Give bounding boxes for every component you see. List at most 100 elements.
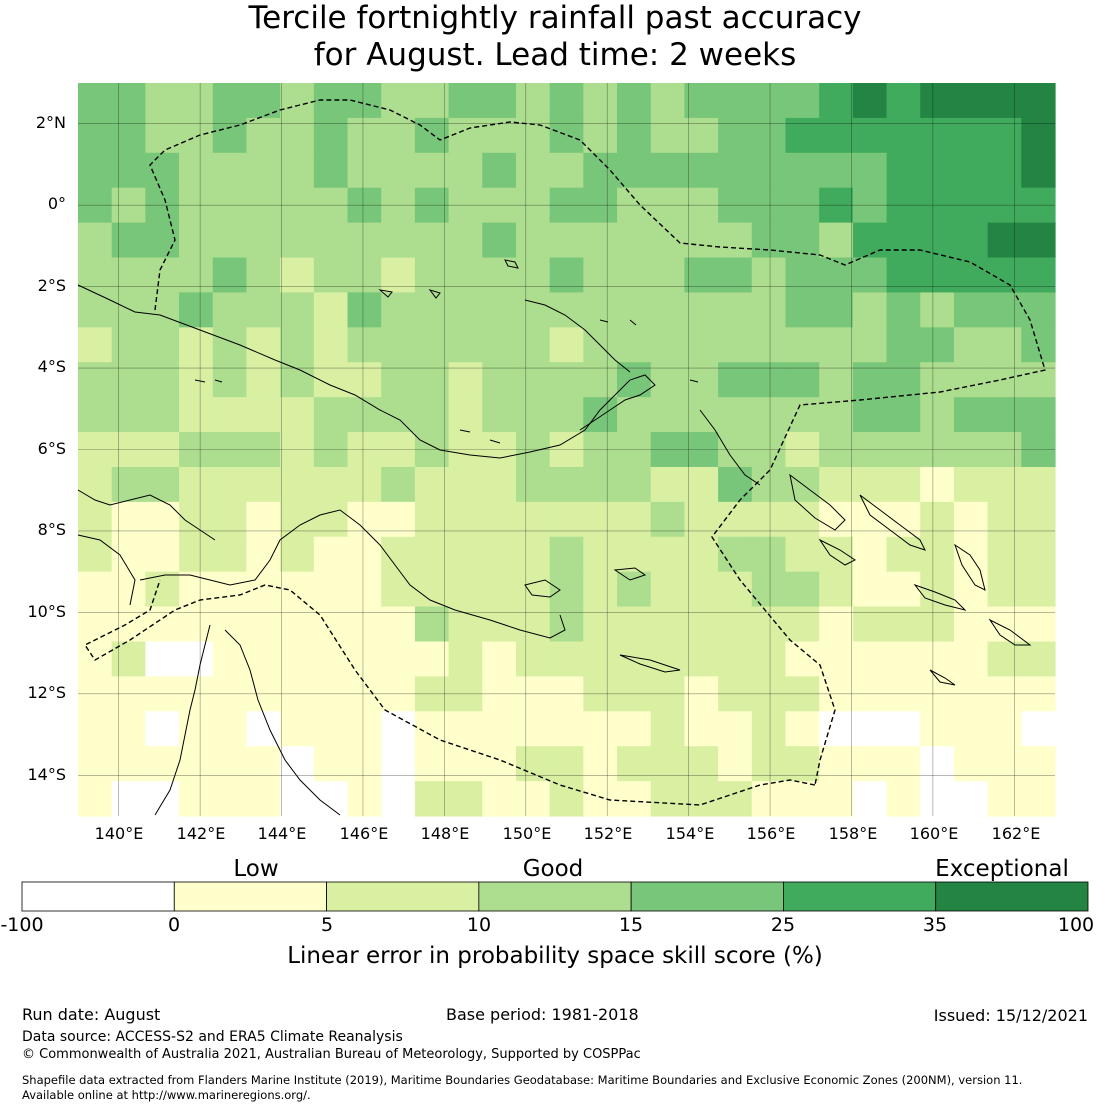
skill-cell xyxy=(280,466,315,503)
skill-cell xyxy=(414,397,450,433)
skill-cell xyxy=(482,397,517,433)
skill-cell xyxy=(78,466,113,503)
skill-cell xyxy=(987,571,1022,608)
colorbar-segment xyxy=(630,881,784,912)
skill-cell xyxy=(819,222,854,259)
skill-cell xyxy=(549,676,584,712)
skill-cell xyxy=(515,152,551,189)
skill-cell xyxy=(179,222,214,259)
skill-cell xyxy=(280,327,315,363)
skill-cell xyxy=(549,641,584,677)
skill-cell xyxy=(347,466,382,503)
skill-cell xyxy=(145,397,180,433)
skill-cell xyxy=(381,466,416,503)
skill-cell xyxy=(886,292,921,328)
skill-cell xyxy=(246,117,281,154)
skill-cell xyxy=(920,466,955,503)
skill-cell xyxy=(684,501,719,538)
new-britain-island xyxy=(579,374,656,431)
skill-cell xyxy=(785,397,820,433)
skill-cell xyxy=(381,83,416,119)
skill-cell xyxy=(751,536,787,573)
skill-cell xyxy=(953,187,989,224)
skill-cell xyxy=(751,362,787,398)
skill-cell xyxy=(886,362,921,398)
skill-cell xyxy=(650,711,686,747)
skill-cell xyxy=(246,83,281,119)
skill-cell xyxy=(482,501,517,538)
skill-cell xyxy=(246,676,281,712)
skill-cell xyxy=(987,746,1022,782)
skill-cell xyxy=(987,152,1022,189)
solomon-island-7 xyxy=(929,669,956,686)
skill-cell xyxy=(111,117,146,154)
skill-cell xyxy=(852,362,888,398)
skill-cell xyxy=(414,222,450,259)
skill-cell xyxy=(381,327,416,363)
skill-cell xyxy=(515,257,551,294)
skill-cell xyxy=(515,432,551,468)
skill-cell xyxy=(280,536,315,573)
skill-cell xyxy=(650,432,686,468)
skill-cell xyxy=(684,292,719,328)
skill-cell xyxy=(549,222,584,259)
skill-cell xyxy=(987,292,1022,328)
skill-cell xyxy=(482,641,517,677)
skill-cell xyxy=(448,117,483,154)
skill-cell xyxy=(212,117,248,154)
skill-cell xyxy=(785,83,820,119)
skill-cell xyxy=(482,606,517,643)
skill-cell xyxy=(718,117,753,154)
skill-cell xyxy=(785,711,820,747)
skill-cell xyxy=(650,746,686,782)
skill-cell xyxy=(246,466,281,503)
skill-cell xyxy=(751,83,787,119)
skill-cell xyxy=(987,117,1022,154)
skill-cell xyxy=(78,117,113,154)
skill-cell xyxy=(347,746,382,782)
skill-cell xyxy=(448,327,483,363)
skill-cell xyxy=(684,466,719,503)
skill-cell xyxy=(179,432,214,468)
skill-cell xyxy=(145,641,180,677)
skill-cell xyxy=(381,222,416,259)
skill-cell xyxy=(852,432,888,468)
skill-cell xyxy=(751,781,787,817)
skill-cell xyxy=(819,781,854,817)
run-date: Run date: August xyxy=(22,1005,161,1024)
skill-cell xyxy=(145,711,180,747)
skill-cell xyxy=(212,571,248,608)
lat-label-4s: 4°S xyxy=(37,357,66,376)
skill-cell xyxy=(179,781,214,817)
skill-cell xyxy=(751,501,787,538)
skill-cell xyxy=(414,781,450,817)
skill-cell xyxy=(920,501,955,538)
skill-cell xyxy=(953,746,989,782)
skill-cell xyxy=(313,466,349,503)
skill-cell xyxy=(549,152,584,189)
skill-cell xyxy=(785,746,820,782)
skill-cell xyxy=(313,571,349,608)
skill-cell xyxy=(650,117,686,154)
skill-cell xyxy=(852,152,888,189)
skill-cell xyxy=(650,292,686,328)
skill-cell xyxy=(313,501,349,538)
skill-cell xyxy=(785,432,820,468)
eez-boundary xyxy=(83,99,1046,806)
skill-cell xyxy=(819,292,854,328)
skill-cell xyxy=(785,292,820,328)
skill-cell xyxy=(920,676,955,712)
skill-cell xyxy=(1021,257,1056,294)
skill-cell xyxy=(347,432,382,468)
colorbar-segment xyxy=(783,881,937,912)
skill-cell xyxy=(852,83,888,119)
skill-cell xyxy=(785,571,820,608)
skill-cell xyxy=(718,711,753,747)
skill-cell xyxy=(313,711,349,747)
skill-cell xyxy=(920,432,955,468)
skill-cell xyxy=(111,432,146,468)
skill-cell xyxy=(381,641,416,677)
skill-cell xyxy=(515,641,551,677)
skill-cell xyxy=(1021,292,1056,328)
skill-cell xyxy=(583,257,618,294)
